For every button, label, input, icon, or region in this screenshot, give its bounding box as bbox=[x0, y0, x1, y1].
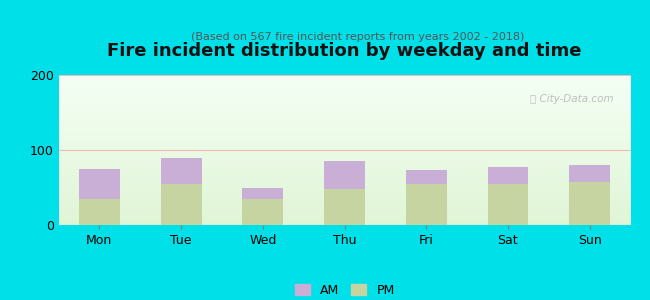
Bar bbox=[488, 167, 528, 184]
Text: Ⓣ City-Data.com: Ⓣ City-Data.com bbox=[530, 94, 614, 104]
Bar bbox=[242, 188, 283, 199]
Bar bbox=[79, 199, 120, 225]
Bar bbox=[406, 170, 447, 184]
Bar bbox=[569, 165, 610, 181]
Bar bbox=[79, 169, 120, 199]
Bar bbox=[161, 158, 202, 184]
Legend: AM, PM: AM, PM bbox=[294, 284, 395, 297]
Bar bbox=[324, 189, 365, 225]
Bar bbox=[406, 184, 447, 225]
Bar bbox=[488, 184, 528, 225]
Bar bbox=[569, 182, 610, 225]
Text: (Based on 567 fire incident reports from years 2002 - 2018): (Based on 567 fire incident reports from… bbox=[191, 32, 524, 41]
Bar bbox=[242, 199, 283, 225]
Bar bbox=[161, 184, 202, 225]
Bar bbox=[324, 160, 365, 189]
Title: Fire incident distribution by weekday and time: Fire incident distribution by weekday an… bbox=[107, 42, 582, 60]
